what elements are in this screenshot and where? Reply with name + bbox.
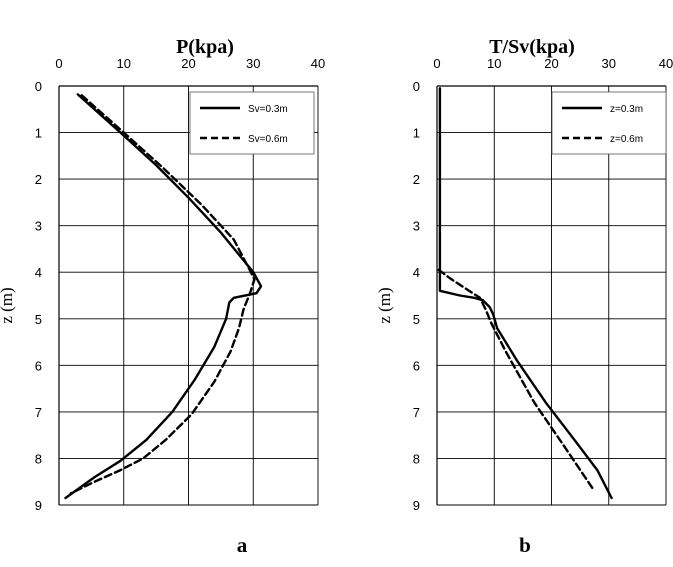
- y-tick-label: 6: [35, 358, 42, 373]
- x-tick-label: 0: [433, 56, 440, 71]
- legend-box: [551, 91, 667, 155]
- chart-panel-a: P(kpa) 0 10 20 30 40 0 1 2 3 4 5 6 7 8 9 z (m) Sv=0.3m Sv=…: [0, 36, 325, 557]
- y-tick-label: 8: [413, 451, 420, 466]
- chart-panel-b: T/Sv(kpa) 0 10 20 30 40 0 1 2 3 4 5 6 7 8 9 z (m) z=0.3m z…: [375, 36, 673, 557]
- legend-label: z=0.6m: [610, 134, 643, 145]
- y-tick-label: 8: [35, 451, 42, 466]
- legend-label: z=0.3m: [610, 104, 643, 115]
- x-tick-label: 0: [55, 56, 62, 71]
- x-tick-label: 30: [246, 56, 260, 71]
- series-line-2: [437, 268, 596, 493]
- y-tick-label: 5: [35, 312, 42, 327]
- legend-box: [189, 91, 315, 155]
- x-tick-label: 30: [602, 56, 616, 71]
- series-line-1: [438, 87, 613, 500]
- y-tick-label: 4: [413, 265, 420, 280]
- y-tick-label: 2: [35, 172, 42, 187]
- y-axis-label: z (m): [375, 287, 394, 323]
- panel-label: a: [237, 533, 248, 557]
- y-tick-label: 3: [413, 219, 420, 234]
- y-tick-label: 9: [35, 498, 42, 513]
- x-tick-label: 40: [311, 56, 325, 71]
- x-tick-label: 10: [487, 56, 501, 71]
- y-tick-label: 6: [413, 358, 420, 373]
- x-tick-label: 20: [181, 56, 195, 71]
- y-tick-label: 0: [413, 79, 420, 94]
- y-tick-label: 7: [413, 405, 420, 420]
- y-tick-label: 5: [413, 312, 420, 327]
- legend-label: Sv=0.6m: [248, 134, 288, 145]
- y-tick-label: 9: [413, 498, 420, 513]
- y-tick-label: 3: [35, 219, 42, 234]
- y-tick-label: 7: [35, 405, 42, 420]
- series-line-2: [69, 94, 256, 495]
- x-tick-label: 40: [659, 56, 673, 71]
- y-axis-label: z (m): [0, 287, 16, 323]
- y-tick-label: 2: [413, 172, 420, 187]
- legend-label: Sv=0.3m: [248, 104, 288, 115]
- y-tick-label: 1: [35, 126, 42, 141]
- x-tick-label: 20: [544, 56, 558, 71]
- x-tick-label: 10: [117, 56, 131, 71]
- chart-title: P(kpa): [176, 36, 234, 58]
- y-tick-label: 4: [35, 265, 42, 280]
- series-line-1: [64, 93, 263, 500]
- y-tick-label: 0: [35, 79, 42, 94]
- panel-label: b: [519, 533, 531, 557]
- chart-title: T/Sv(kpa): [489, 36, 575, 58]
- y-tick-label: 1: [413, 126, 420, 141]
